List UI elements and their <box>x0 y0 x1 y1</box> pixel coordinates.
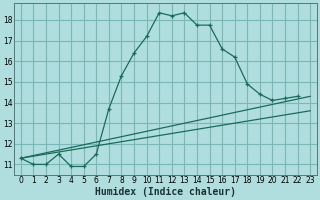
X-axis label: Humidex (Indice chaleur): Humidex (Indice chaleur) <box>95 186 236 197</box>
